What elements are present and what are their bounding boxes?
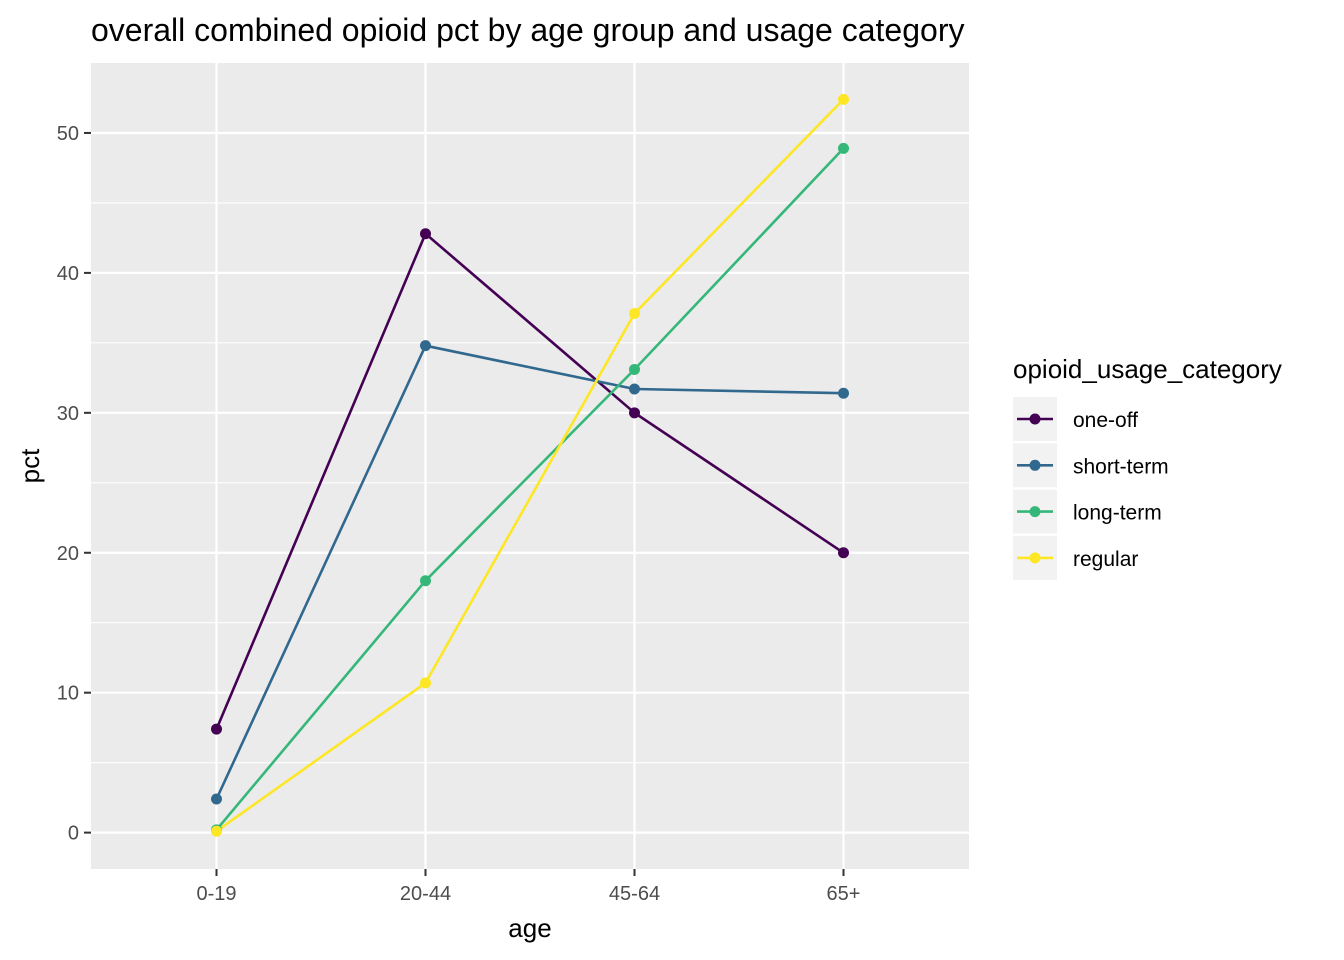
legend-label: long-term [1073,502,1162,525]
y-tick-label: 30 [57,403,79,425]
data-point-one-off [420,228,431,240]
legend-key-point [1029,506,1041,518]
legend-key-point [1029,552,1041,564]
major-gridlines [91,63,969,869]
x-axis: 0-19 20-44 45-64 65+ [196,869,860,905]
series-points [211,93,849,837]
data-point-short-term [629,383,640,395]
data-point-long-term [838,142,849,154]
data-point-one-off [629,407,640,419]
legend-label: regular [1073,548,1138,571]
x-tick-label: 20-44 [400,883,451,905]
x-tick-label: 65+ [827,883,861,905]
series-line-one-off [215,232,845,730]
data-point-short-term [420,340,431,352]
x-axis-title: age [508,913,551,943]
data-point-one-off [211,723,222,735]
legend-key-point [1029,413,1041,425]
data-point-one-off [838,547,849,559]
series-lines [215,98,845,833]
legend-title: opioid_usage_category [1013,354,1282,384]
data-point-regular [629,307,640,319]
data-point-regular [420,677,431,689]
y-tick-label: 0 [68,823,79,845]
legend-label: one-off [1073,409,1138,432]
data-point-long-term [420,575,431,587]
y-tick-label: 50 [57,123,79,145]
data-point-short-term [838,387,849,399]
legend-key-point [1029,459,1041,471]
y-tick-label: 40 [57,263,79,285]
legend-label: short-term [1073,455,1169,478]
data-point-long-term [629,363,640,375]
series-line-regular [215,98,845,833]
series-line-short-term [215,344,844,800]
data-point-regular [838,93,849,105]
y-tick-label: 20 [57,543,79,565]
y-tick-label: 10 [57,683,79,705]
minor-gridlines [91,202,969,764]
plot-panel [91,63,969,869]
x-tick-label: 0-19 [196,883,236,905]
data-point-regular [211,825,222,837]
legend: opioid_usage_category one-off short-term l… [1013,354,1282,580]
chart-title: overall combined opioid pct by age group… [91,12,964,48]
y-axis: 0 10 20 30 40 50 [57,123,91,845]
series-line-long-term [215,147,845,831]
data-point-short-term [211,793,222,805]
y-axis-title: pct [15,448,45,483]
legend-items: one-off short-term long-term regular [1013,397,1169,580]
x-tick-label: 45-64 [609,883,660,905]
